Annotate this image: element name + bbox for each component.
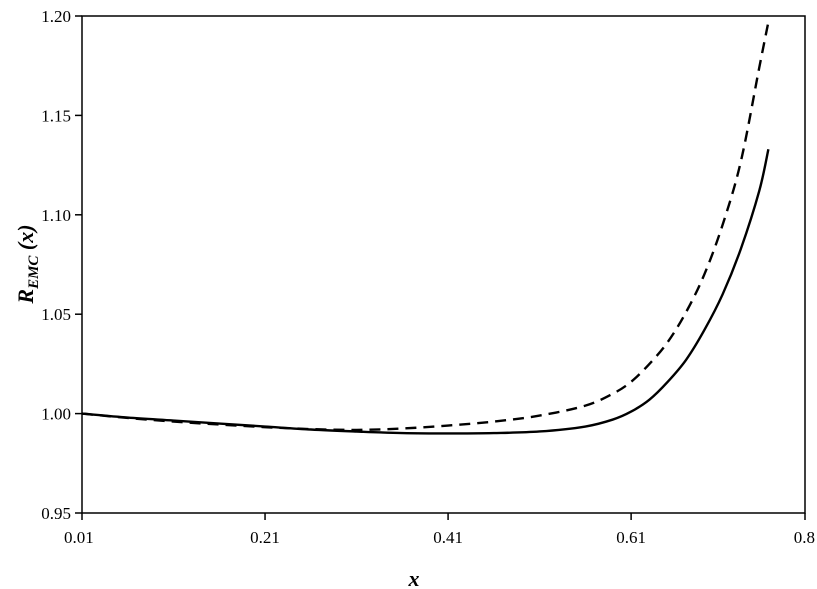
series-line-solid [81, 148, 770, 435]
y-tick-label: 1.00 [41, 405, 71, 424]
y-axis-title-suffix: (x) [13, 224, 38, 255]
y-axis-title-main: R [13, 289, 38, 305]
y-tick-label: 1.15 [41, 106, 71, 125]
y-axis-ticks: 0.95 1.00 1.05 1.10 1.15 1.20 [41, 7, 82, 523]
series-line-dashed [81, 21, 770, 432]
x-tick-label: 0.41 [433, 528, 463, 547]
x-tick-label: 0.61 [616, 528, 646, 547]
y-axis-title-subscript: EMC [26, 255, 42, 290]
x-tick-label: 0.8 [794, 528, 815, 547]
y-tick-label: 1.10 [41, 206, 71, 225]
y-tick-label: 1.20 [41, 7, 71, 26]
x-tick-label: 0.01 [64, 528, 94, 547]
y-tick-label: 0.95 [41, 504, 71, 523]
x-axis-ticks: 0.01 0.21 0.41 0.61 0.8 [64, 513, 815, 547]
plot-frame [81, 15, 806, 514]
x-axis-title: x [408, 566, 420, 589]
series-layer [81, 21, 770, 435]
y-tick-label: 1.05 [41, 305, 71, 324]
x-tick-label: 0.21 [250, 528, 280, 547]
y-axis-title: REMC (x) [13, 224, 42, 304]
